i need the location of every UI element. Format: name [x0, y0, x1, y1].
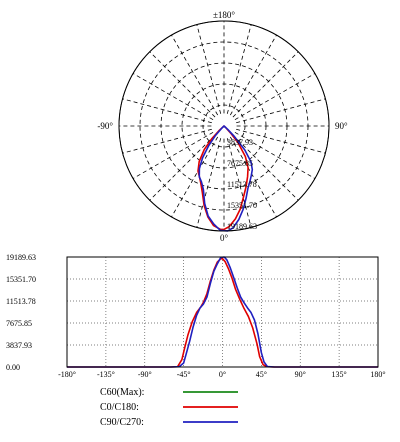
polar-radial-150	[229, 34, 277, 116]
polar-radial-300	[132, 131, 214, 179]
polar-angle-label-top: ±180°	[213, 10, 235, 20]
polar-radial-135	[232, 51, 299, 118]
polar-radial-30	[229, 136, 277, 218]
polar-radial-60	[234, 131, 316, 179]
linear-series-1	[67, 257, 378, 368]
linear-y-tick-2: 11513.78	[6, 297, 36, 306]
polar-radial-15	[226, 138, 252, 228]
polar-radial-75	[236, 128, 326, 154]
linear-x-tick-3: -45°	[177, 370, 191, 379]
polar-radial-240	[132, 73, 214, 121]
polar-ring-labels: 3837.93 7675.85 11513.78 15351.70 19189.63	[227, 138, 257, 231]
linear-x-tick-8: 180°	[370, 370, 385, 379]
polar-radial-285	[122, 128, 212, 154]
linear-x-tick-7: 135°	[332, 370, 347, 379]
polar-angle-label-bottom: 0°	[220, 233, 229, 243]
polar-radial-45	[232, 134, 299, 201]
linear-x-tick-labels: -180° -135° -90° -45° 0° 45° 90° 135° 180°	[58, 370, 386, 379]
polar-angle-label-left: -90°	[97, 121, 113, 131]
polar-outer-circle	[118, 20, 330, 232]
linear-x-tick-5: 45°	[256, 370, 267, 379]
linear-y-tick-5: 0.00	[6, 363, 20, 372]
polar-radial-105	[236, 98, 326, 124]
polar-ring-label-3: 11513.78	[227, 180, 257, 189]
polar-radial-195	[196, 24, 222, 114]
legend-label-3: C90/C270:	[100, 417, 144, 428]
polar-radial-330	[171, 136, 219, 218]
polar-radial-225	[149, 51, 216, 118]
polar-angle-label-right: 90°	[335, 121, 348, 131]
linear-plot-frame	[66, 256, 379, 368]
polar-radial-315	[149, 134, 216, 201]
linear-y-tick-4: 3837.93	[6, 341, 32, 350]
linear-y-tick-labels: 19189.63 15351.70 11513.78 7675.85 3837.93 0.…	[6, 253, 36, 372]
linear-y-tick-3: 7675.85	[6, 319, 32, 328]
linear-x-tick-2: -90°	[138, 370, 152, 379]
polar-ring-label-4: 15351.70	[227, 201, 257, 210]
polar-radial-210	[171, 34, 219, 116]
polar-diagram: ±180° -90° 90° 0° 3837.93 7675.85 11513.78…	[97, 10, 348, 243]
linear-y-tick-1: 15351.70	[6, 275, 36, 284]
polar-radial-120	[234, 73, 316, 121]
linear-x-tick-6: 90°	[295, 370, 306, 379]
linear-x-tick-0: -180°	[58, 370, 76, 379]
linear-diagram: 19189.63 15351.70 11513.78 7675.85 3837.93 0.…	[6, 253, 386, 379]
polar-radial-345	[196, 138, 222, 228]
linear-x-tick-1: -135°	[97, 370, 115, 379]
legend: C60(Max): C0/C180: C90/C270:	[100, 387, 238, 428]
legend-label-2: C0/C180:	[100, 402, 139, 413]
polar-series-1	[197, 125, 249, 231]
linear-x-tick-4: 0°	[219, 370, 226, 379]
linear-y-tick-0: 19189.63	[6, 253, 36, 262]
polar-radial-255	[122, 98, 212, 124]
legend-label-1: C60(Max):	[100, 387, 144, 398]
polar-radial-165	[226, 24, 252, 114]
polar-ring-label-5: 19189.63	[227, 222, 257, 231]
linear-grid	[67, 257, 378, 367]
polar-ring-label-1: 3837.93	[227, 138, 253, 147]
polar-ring-label-2: 7675.85	[227, 159, 253, 168]
